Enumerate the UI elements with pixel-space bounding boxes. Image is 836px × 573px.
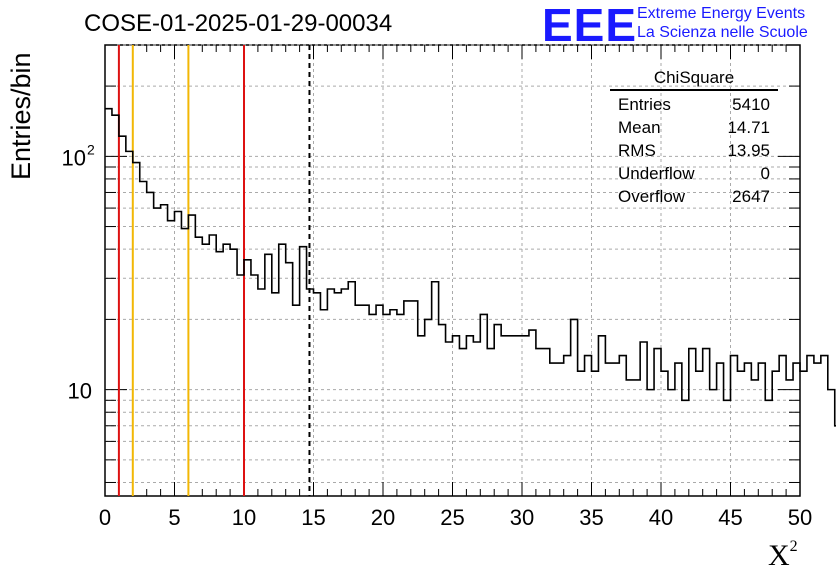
y-tick-label: 10	[62, 145, 86, 170]
logo-line-2: La Scienza nelle Scuole	[637, 24, 808, 41]
x-tick-label: 50	[788, 505, 812, 530]
stats-row-entries: Entries 5410	[618, 95, 770, 114]
x-tick-label: 25	[440, 505, 464, 530]
reference-lines	[117, 45, 311, 496]
x-tick-label: 0	[99, 505, 111, 530]
x-tick-label: 35	[579, 505, 603, 530]
stats-row-rms: RMS 13.95	[618, 141, 770, 160]
plot-title: COSE-01-2025-01-29-00034	[84, 10, 393, 37]
x-tick-label: 5	[168, 505, 180, 530]
x-tick-label: 20	[371, 505, 395, 530]
x-tick-label: 45	[718, 505, 742, 530]
y-tick-label-exponent: 2	[87, 141, 95, 157]
histogram-step-line	[105, 107, 836, 427]
x-axis-label-superscript: 2	[789, 538, 798, 555]
y-tick-label: 10	[68, 379, 92, 404]
stats-box: ChiSquare Entries 5410 Mean 14.71 RMS 13.95…	[610, 68, 778, 208]
x-tick-label: 10	[232, 505, 256, 530]
logo-line-1: Extreme Energy Events	[637, 5, 806, 22]
stats-title: ChiSquare	[610, 68, 778, 91]
stats-row-underflow: Underflow 0	[618, 164, 770, 183]
x-tick-label: 40	[649, 505, 673, 530]
grid	[105, 44, 800, 496]
stats-row-overflow: Overflow 2647	[618, 187, 770, 206]
y-axis-label: Entries/bin	[6, 52, 36, 180]
eee-logo: EEE	[542, 0, 638, 51]
histogram-series	[105, 107, 836, 427]
x-tick-label: 30	[510, 505, 534, 530]
x-tick-labels: 0 5 10 15 20 25 30 35 40 45 50	[99, 505, 812, 530]
x-axis-label: X2	[768, 538, 798, 572]
x-tick-label: 15	[301, 505, 325, 530]
stats-row-mean: Mean 14.71	[618, 118, 770, 137]
